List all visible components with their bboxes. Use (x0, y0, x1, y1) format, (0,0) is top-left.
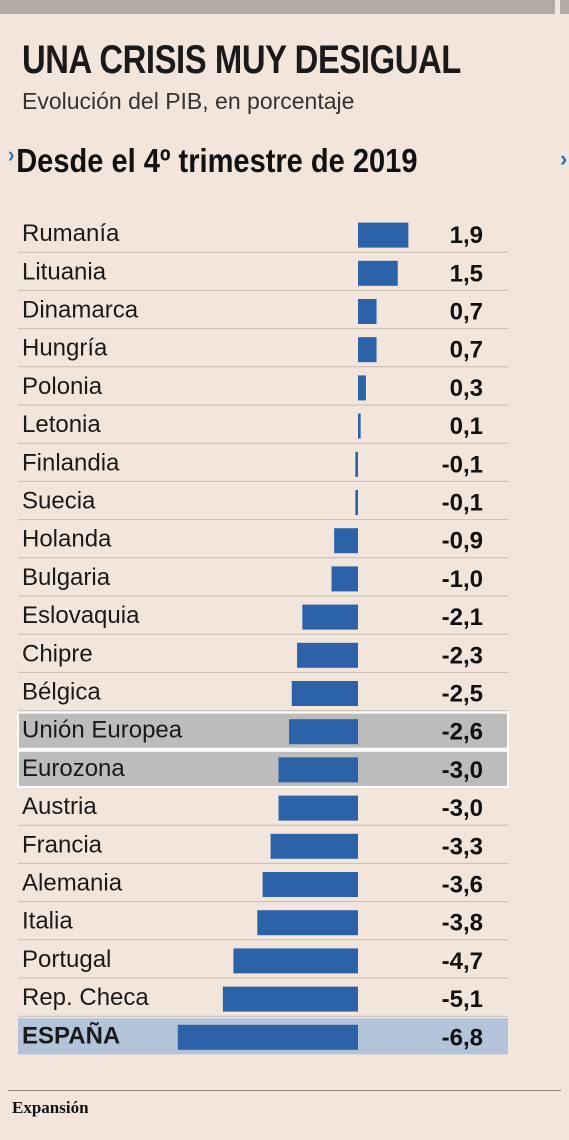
value-label-7: -0,1 (442, 490, 483, 517)
chart-title: UNA CRISIS MUY DESIGUAL (22, 38, 461, 82)
value-label-9: -1,0 (442, 566, 483, 593)
bar-11 (297, 642, 358, 668)
source-credit: Expansión (12, 1098, 89, 1117)
value-label-6: -0,1 (442, 451, 483, 478)
value-label-18: -3,8 (442, 910, 483, 937)
category-label-5: Letonia (22, 411, 101, 438)
footer-rule (8, 1090, 561, 1091)
value-label-4: 0,3 (450, 375, 483, 402)
category-label-6: Finlandia (22, 449, 120, 476)
category-label-2: Dinamarca (22, 297, 139, 324)
row-highlight-13 (17, 711, 509, 750)
bar-18 (257, 910, 358, 936)
bar-4 (358, 375, 366, 401)
bar-7 (355, 490, 358, 515)
category-label-13: Unión Europea (22, 717, 183, 744)
value-label-14: -3,0 (442, 757, 483, 784)
category-label-10: Eslovaquia (22, 602, 140, 629)
value-label-15: -3,0 (442, 795, 483, 822)
value-label-11: -2,3 (442, 642, 483, 669)
bar-0 (358, 222, 409, 248)
category-label-12: Bélgica (22, 679, 101, 706)
value-label-16: -3,3 (442, 833, 483, 860)
bar-10 (302, 604, 358, 630)
bar-19 (233, 948, 358, 974)
category-label-4: Polonia (22, 373, 103, 400)
category-label-16: Francia (22, 831, 103, 858)
bar-17 (262, 872, 358, 897)
bar-6 (355, 451, 358, 477)
bar-8 (334, 528, 358, 554)
bar-20 (222, 986, 358, 1012)
bar-14 (278, 757, 358, 783)
bar-3 (358, 337, 377, 363)
bar-2 (358, 299, 377, 324)
bar-12 (291, 681, 358, 706)
bar-13 (289, 719, 358, 745)
chart-subtitle: Evolución del PIB, en porcentaje (22, 88, 355, 114)
category-label-14: Eurozona (22, 755, 125, 782)
category-label-15: Austria (22, 793, 97, 820)
category-label-11: Chipre (22, 640, 93, 667)
value-label-21: -6,8 (442, 1024, 483, 1051)
category-label-20: Rep. Checa (22, 984, 149, 1011)
category-label-8: Holanda (22, 526, 112, 553)
category-label-3: Hungría (22, 335, 108, 362)
bar-16 (270, 833, 358, 859)
value-label-19: -4,7 (442, 948, 483, 975)
category-label-18: Italia (22, 908, 73, 935)
value-label-17: -3,6 (442, 872, 483, 899)
value-label-12: -2,5 (442, 681, 483, 708)
top-rule (0, 0, 569, 14)
bar-15 (278, 795, 358, 821)
category-label-21: ESPAÑA (22, 1021, 120, 1049)
category-label-17: Alemania (22, 870, 123, 897)
bar-chart: Rumanía 1,9 Lituania 1,5 Dinamarca 0,7 Hungría… (17, 220, 509, 1055)
category-label-1: Lituania (22, 258, 107, 285)
bar-9 (331, 566, 358, 592)
chevron-right-icon: › (8, 142, 15, 167)
category-label-0: Rumanía (22, 220, 120, 247)
section-title: Desde el 4º trimestre de 2019 (16, 142, 418, 179)
value-label-8: -0,9 (442, 528, 483, 555)
bar-1 (358, 260, 398, 286)
value-label-20: -5,1 (442, 986, 483, 1013)
category-label-7: Suecia (22, 488, 96, 515)
value-label-5: 0,1 (450, 413, 483, 440)
section-header: ›Desde el 4º trimestre de 2019 (8, 142, 417, 180)
category-label-9: Bulgaria (22, 564, 111, 591)
value-label-1: 1,5 (450, 260, 483, 287)
value-label-2: 0,7 (450, 299, 483, 326)
bar-5 (358, 413, 361, 439)
value-label-10: -2,1 (442, 604, 483, 631)
value-label-0: 1,9 (450, 222, 483, 249)
next-panel-chevron-icon: › (560, 146, 568, 171)
row-highlight-14 (17, 749, 509, 788)
value-label-13: -2,6 (442, 719, 483, 746)
category-label-19: Portugal (22, 946, 111, 973)
value-label-3: 0,7 (450, 337, 483, 364)
bar-21 (177, 1024, 358, 1050)
